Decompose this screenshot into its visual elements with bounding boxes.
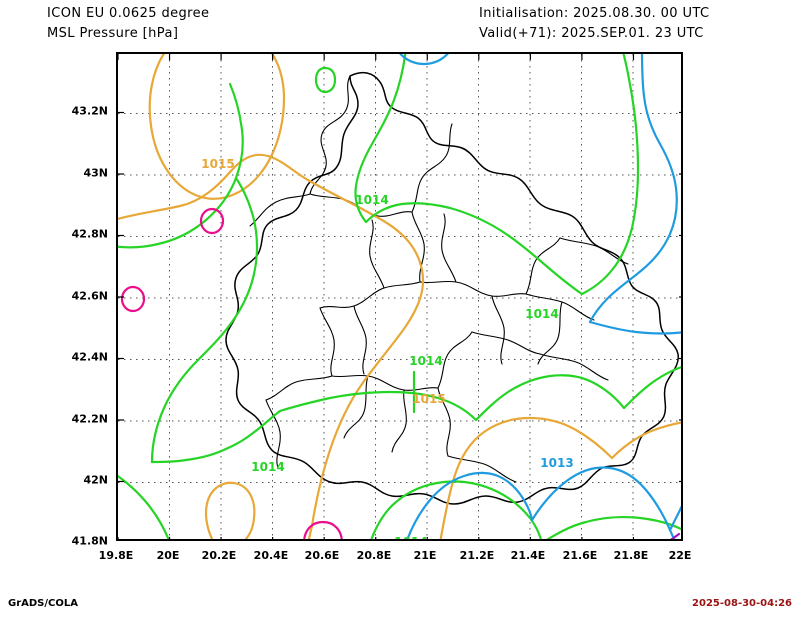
y-tick-label: 42.8N	[71, 227, 108, 241]
y-tick-label: 42N	[83, 473, 108, 487]
y-tick-label: 43N	[83, 166, 108, 180]
footer-timestamp: 2025-08-30-04:26	[692, 598, 792, 609]
x-tick-label: 20.2E	[201, 549, 237, 562]
contour-label-1014-sw: 1014	[251, 460, 284, 474]
isobar-low-centres	[120, 207, 343, 539]
contour-label-1015-c: 1015	[412, 392, 445, 406]
x-tick-label: 20E	[156, 549, 180, 562]
y-tick-label: 42.4N	[71, 350, 108, 364]
y-tick-label: 41.8N	[71, 534, 108, 548]
x-tick-label: 20.6E	[304, 549, 340, 562]
x-tick-label: 21.4E	[510, 549, 546, 562]
y-tick-label: 43.2N	[71, 104, 108, 118]
footer-credit: GrADS/COLA	[8, 598, 78, 609]
x-tick-label: 19.8E	[98, 549, 134, 562]
map-plot-area[interactable]: 1015 1014 1014 1014 1015 1014 1013 1014	[116, 52, 683, 541]
x-tick-label: 21.8E	[613, 549, 649, 562]
isobar-purple-segment	[670, 532, 681, 539]
x-tick-label: 21E	[413, 549, 437, 562]
header-field-line: MSL Pressure [hPa]	[47, 26, 179, 41]
isobar-1013	[399, 54, 681, 539]
contour-label-1013-se: 1013	[540, 456, 573, 470]
x-tick-label: 22E	[668, 549, 692, 562]
y-tick-label: 42.2N	[71, 412, 108, 426]
isobar-1015	[118, 54, 681, 539]
kosovo-municipality-map	[225, 71, 679, 505]
contour-label-1014-n: 1014	[355, 193, 388, 207]
x-tick-label: 21.2E	[459, 549, 495, 562]
x-tick-label: 20.8E	[356, 549, 392, 562]
contour-label-1014-e: 1014	[525, 307, 558, 321]
header-model-line: ICON EU 0.0625 degree	[47, 6, 210, 21]
header-valid-time: Valid(+71): 2025.SEP.01. 23 UTC	[479, 26, 704, 41]
header-initialisation: Initialisation: 2025.08.30. 00 UTC	[479, 6, 710, 21]
contour-labels: 1015 1014 1014 1014 1015 1014 1013 1014	[201, 157, 573, 541]
x-tick-label: 21.6E	[562, 549, 598, 562]
axis-ticks	[118, 54, 681, 539]
contour-label-1014-c: 1014	[409, 354, 442, 368]
contour-label-1015-nw: 1015	[201, 157, 234, 171]
y-tick-label: 42.6N	[71, 289, 108, 303]
x-tick-label: 20.4E	[253, 549, 289, 562]
isobar-1014	[118, 54, 681, 539]
contour-label-1014-s: 1014	[394, 535, 427, 541]
